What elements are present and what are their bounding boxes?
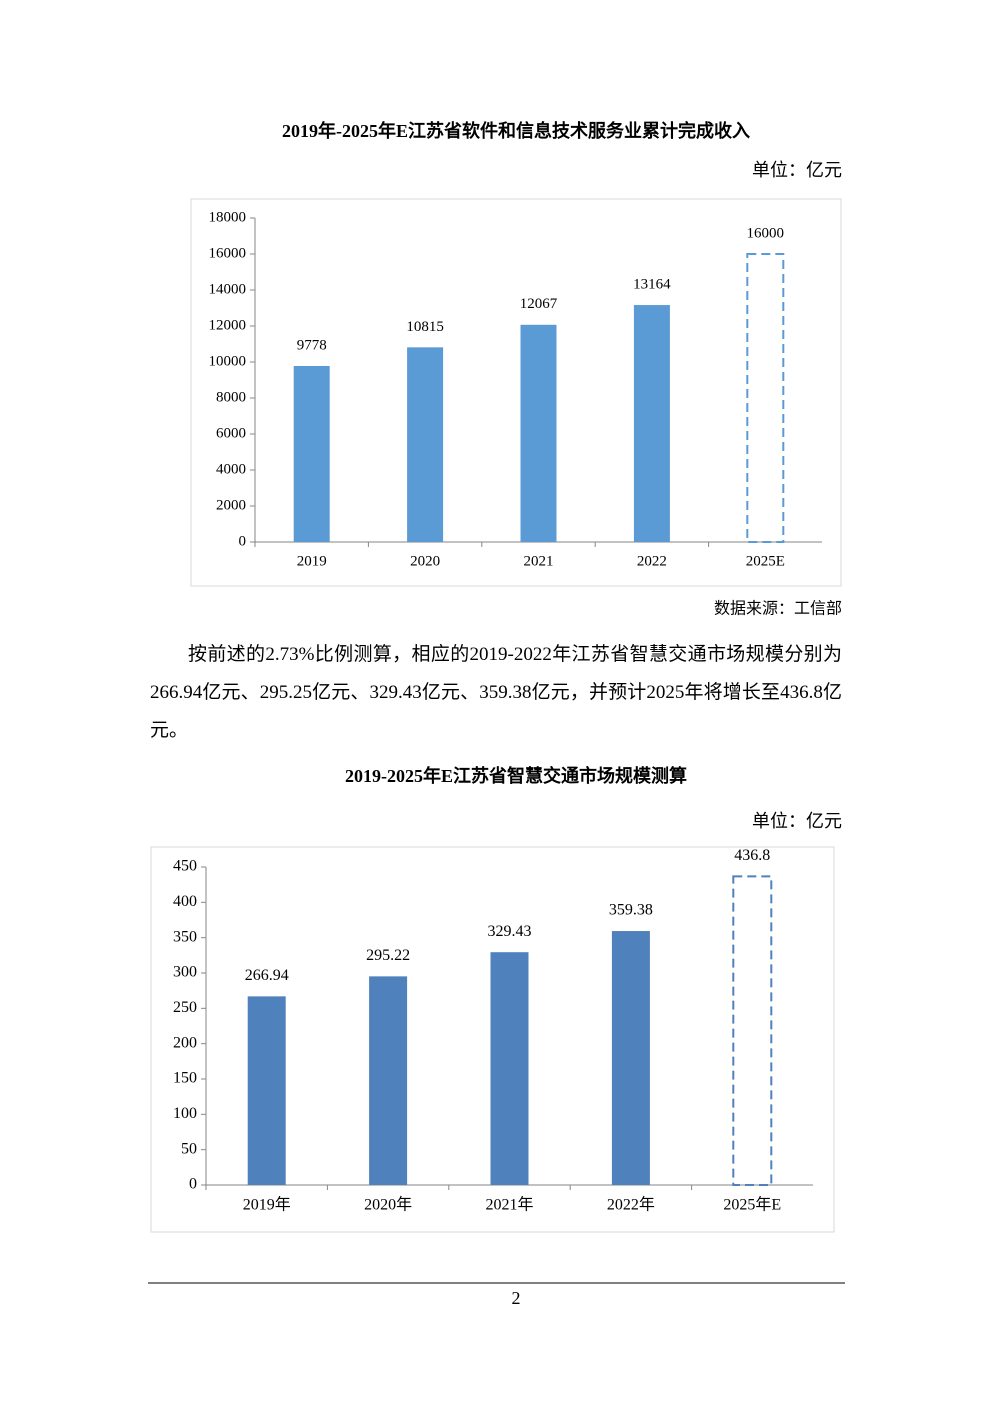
bar (247, 996, 286, 1185)
data-label: 436.8 (734, 847, 770, 864)
data-label: 329.43 (488, 923, 532, 940)
bar (633, 305, 670, 542)
y-tick-label: 150 (173, 1070, 197, 1087)
chart-title: 2019年-2025年E江苏省软件和信息技术服务业累计完成收入 (282, 120, 750, 141)
x-tick-label: 2019年 (243, 1196, 291, 1214)
y-tick-label: 18000 (209, 209, 247, 225)
data-label: 295.22 (366, 947, 410, 964)
y-tick-label: 450 (173, 858, 197, 875)
unit-label: 单位：亿元 (752, 160, 842, 180)
data-label: 10815 (406, 319, 444, 335)
y-tick-label: 50 (181, 1140, 197, 1157)
bar (407, 347, 444, 542)
x-tick-label: 2021年 (485, 1196, 533, 1214)
y-tick-label: 300 (173, 964, 197, 981)
paragraph: 按前述的2.73%比例测算，相应的2019-2022年江苏省智慧交通市场规模分别… (150, 644, 842, 741)
x-tick-label: 2022年 (607, 1196, 655, 1214)
x-tick-label: 2025E (746, 553, 785, 569)
x-tick-label: 2019 (297, 553, 327, 569)
y-tick-label: 10000 (209, 353, 247, 369)
data-label: 9778 (297, 337, 327, 353)
data-label: 13164 (633, 276, 671, 292)
y-tick-label: 100 (173, 1105, 197, 1122)
chart-title: 2019-2025年E江苏省智慧交通市场规模测算 (345, 765, 687, 786)
chart-frame (190, 198, 842, 587)
bar (520, 324, 557, 542)
bar (732, 875, 773, 1186)
y-tick-label: 8000 (216, 389, 246, 405)
bar (369, 976, 408, 1185)
unit-label: 单位：亿元 (752, 811, 842, 831)
x-tick-label: 2021 (524, 553, 554, 569)
chart-frame (150, 846, 835, 1233)
page-number: 2 (512, 1288, 521, 1308)
y-tick-label: 250 (173, 999, 197, 1016)
y-tick-label: 2000 (216, 497, 246, 513)
x-tick-label: 2020年 (364, 1196, 412, 1214)
y-tick-label: 6000 (216, 425, 246, 441)
y-tick-label: 350 (173, 928, 197, 945)
bar (293, 365, 330, 542)
y-tick-label: 400 (173, 893, 197, 910)
y-tick-label: 0 (189, 1176, 197, 1193)
y-tick-label: 200 (173, 1034, 197, 1051)
x-tick-label: 2022 (637, 553, 667, 569)
y-tick-label: 4000 (216, 461, 246, 477)
bar (611, 931, 650, 1185)
data-label: 359.38 (609, 902, 653, 919)
y-tick-label: 0 (239, 533, 247, 549)
data-label: 266.94 (245, 967, 289, 984)
bar (746, 253, 785, 543)
source-label: 数据来源：工信部 (714, 600, 842, 618)
data-label: 16000 (747, 225, 785, 241)
data-label: 12067 (520, 296, 558, 312)
x-tick-label: 2025年E (723, 1196, 781, 1214)
x-tick-label: 2020 (410, 553, 440, 569)
y-tick-label: 14000 (209, 281, 247, 297)
bar (490, 952, 529, 1185)
y-tick-label: 12000 (209, 317, 247, 333)
y-tick-label: 16000 (209, 245, 247, 261)
